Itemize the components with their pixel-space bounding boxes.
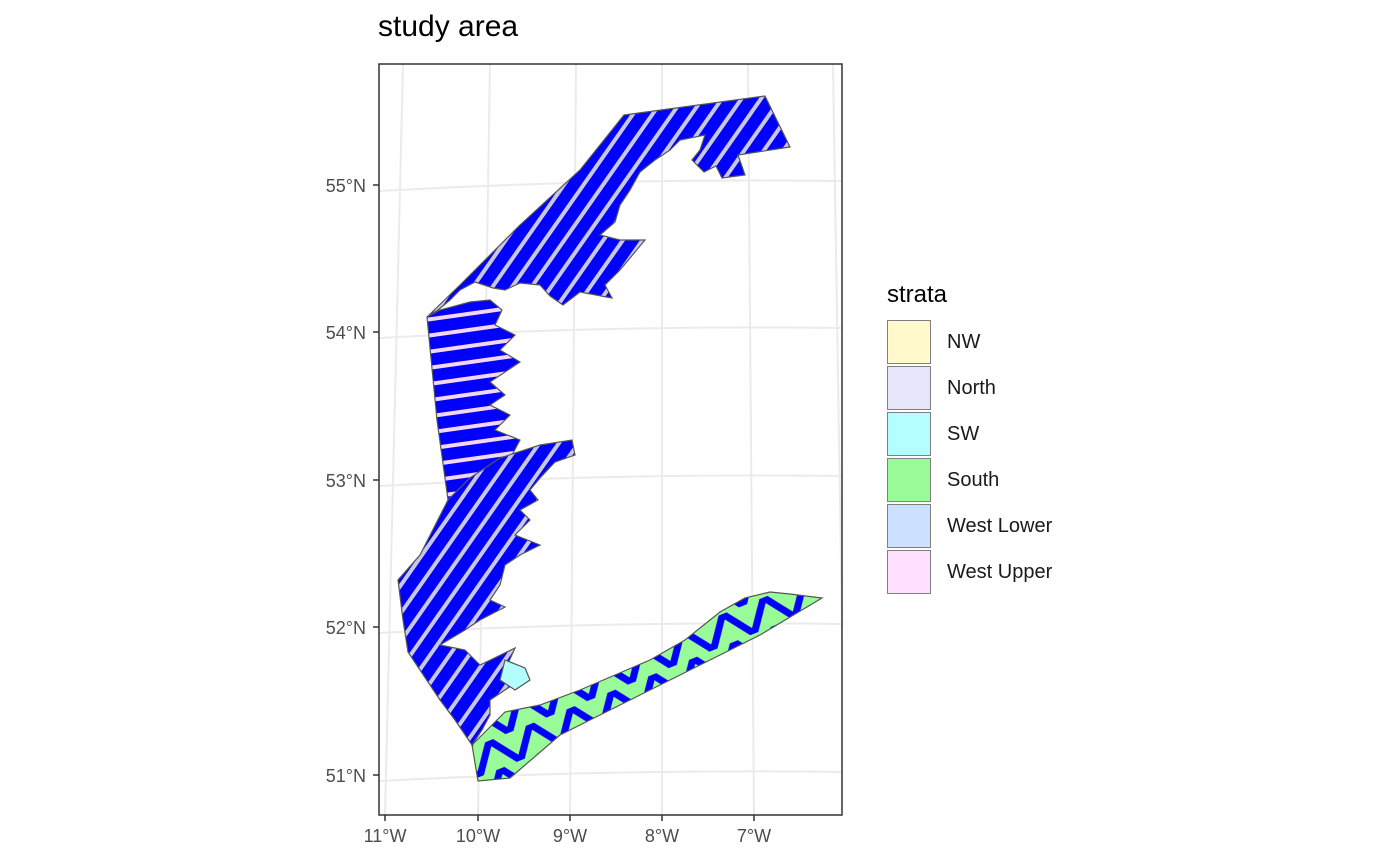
- y-tick-label: 51°N: [326, 766, 366, 786]
- stratum-sw: [499, 659, 531, 691]
- gridline-7w: [747, 64, 755, 815]
- legend-title: strata: [887, 281, 948, 308]
- gridline-51n: [379, 770, 842, 782]
- legend: strata NW North SW South West Lower West…: [887, 281, 1052, 595]
- strata-polygons: [397, 95, 824, 782]
- legend-label: West Upper: [947, 560, 1053, 583]
- gridline-6w: [832, 64, 842, 690]
- legend-label: South: [947, 468, 1000, 491]
- x-axis: 11°W 10°W 9°W 8°W 7°W: [364, 815, 771, 846]
- y-axis: 55°N 54°N 53°N 52°N 51°N: [326, 176, 379, 786]
- legend-swatch: [887, 504, 931, 548]
- legend-swatch: [887, 366, 931, 410]
- legend-label: North: [947, 376, 996, 399]
- legend-label: NW: [947, 330, 981, 353]
- legend-item-west-lower: West Lower: [887, 503, 1052, 549]
- x-tick-label: 10°W: [456, 826, 500, 846]
- legend-swatch: [887, 320, 931, 364]
- x-tick-label: 8°W: [645, 826, 679, 846]
- x-tick-label: 11°W: [364, 826, 407, 846]
- y-tick-label: 53°N: [326, 471, 366, 491]
- map-title: study area: [378, 10, 519, 43]
- legend-label: West Lower: [947, 514, 1053, 537]
- stratum-west-lower: [397, 439, 576, 747]
- legend-swatch: [887, 550, 931, 594]
- legend-swatch: [887, 458, 931, 502]
- y-tick-label: 54°N: [326, 323, 366, 343]
- y-tick-label: 55°N: [326, 176, 366, 196]
- gridline-53n: [379, 474, 842, 487]
- legend-label: SW: [947, 422, 980, 445]
- stratum-south: [471, 591, 824, 782]
- legend-item-north: North: [887, 365, 1052, 411]
- legend-item-west-upper: West Upper: [887, 549, 1052, 595]
- legend-item-nw: NW: [887, 319, 1052, 365]
- stratum-north: [426, 95, 791, 318]
- x-tick-label: 7°W: [737, 826, 771, 846]
- panel-border: [378, 63, 843, 816]
- legend-item-south: South: [887, 457, 1052, 503]
- x-tick-label: 9°W: [553, 826, 587, 846]
- y-tick-label: 52°N: [326, 618, 366, 638]
- legend-item-sw: SW: [887, 411, 1052, 457]
- gridline-11w: [384, 64, 404, 815]
- legend-swatch: [887, 412, 931, 456]
